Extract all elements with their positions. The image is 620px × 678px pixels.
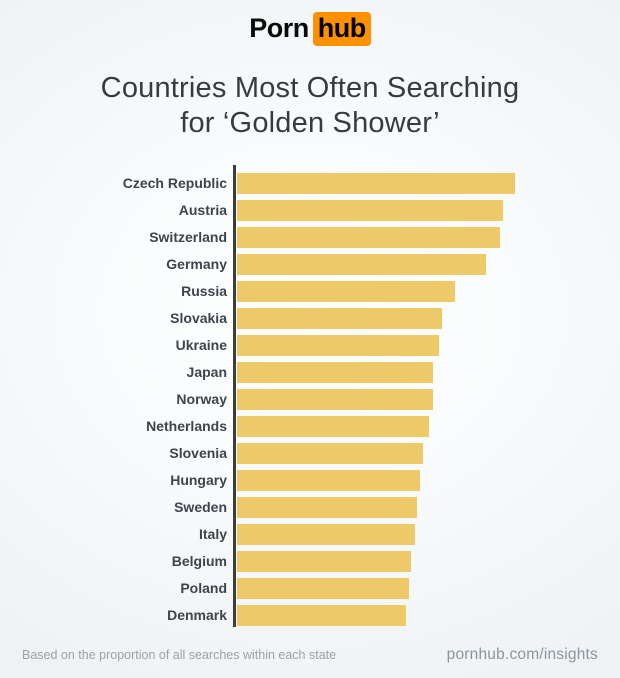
chart-row: Slovakia [0,305,620,332]
bar-track [237,389,620,410]
bar [237,551,412,572]
chart-row: Germany [0,251,620,278]
bar [237,524,415,545]
bar-track [237,335,620,356]
bar [237,254,487,275]
bar [237,362,433,383]
bar-label: Netherlands [146,418,227,434]
chart-title-line2: for ‘Golden Shower’ [180,107,440,139]
bar-label: Switzerland [149,229,227,245]
bar-label: Austria [178,202,227,218]
bar [237,443,423,464]
chart-row: Denmark [0,602,620,629]
bar-label: Belgium [171,553,227,569]
bar-label: Sweden [174,499,227,515]
y-axis-line [233,165,236,627]
bar-track [237,254,620,275]
chart-row: Austria [0,197,620,224]
bar [237,605,407,626]
chart-row: Czech Republic [0,170,620,197]
bar-label: Germany [166,256,227,272]
bar-track [237,227,620,248]
bar [237,470,420,491]
bar [237,497,417,518]
bar-track [237,416,620,437]
chart-row: Sweden [0,494,620,521]
bar-label: Poland [180,580,227,596]
bar [237,335,440,356]
bar-label: Norway [176,391,227,407]
bar [237,416,430,437]
bar-label: Czech Republic [122,175,227,191]
footer: Based on the proportion of all searches … [22,646,598,664]
bar [237,389,433,410]
bar [237,578,410,599]
bar-label: Italy [198,526,227,542]
bar-track [237,605,620,626]
chart-row: Norway [0,386,620,413]
bar-label: Russia [181,283,227,299]
footnote: Based on the proportion of all searches … [22,648,337,662]
bar-track [237,443,620,464]
logo-text-porn: Porn [249,13,309,43]
pornhub-logo: Porn hub [0,12,620,46]
chart-row: Slovenia [0,440,620,467]
bar-track [237,200,620,221]
chart-title: Countries Most Often Searching for ‘Golde… [0,71,620,141]
bar-chart: Czech Republic Austria Switzerland Germany R… [0,165,620,629]
bar-track [237,578,620,599]
bar-track [237,524,620,545]
chart-row: Belgium [0,548,620,575]
chart-row: Poland [0,575,620,602]
bar-track [237,281,620,302]
bar-label: Slovakia [170,310,227,326]
bar [237,173,515,194]
bar-track [237,308,620,329]
bar [237,308,442,329]
bar-label: Ukraine [175,337,227,353]
bar-label: Denmark [167,607,227,623]
chart-title-line1: Countries Most Often Searching [100,72,520,104]
bar [237,281,455,302]
chart-row: Ukraine [0,332,620,359]
bar [237,227,500,248]
chart-row: Italy [0,521,620,548]
bar-track [237,470,620,491]
chart-row: Japan [0,359,620,386]
chart-row: Russia [0,278,620,305]
chart-row: Netherlands [0,413,620,440]
bar-rows: Czech Republic Austria Switzerland Germany R… [0,170,620,629]
chart-row: Switzerland [0,224,620,251]
chart-row: Hungary [0,467,620,494]
bar-track [237,362,620,383]
bar-track [237,173,620,194]
bar [237,200,504,221]
bar-track [237,497,620,518]
site-watermark: pornhub.com/insights [446,646,598,663]
bar-track [237,551,620,572]
bar-label: Japan [186,364,227,380]
bar-label: Slovenia [169,445,227,461]
bar-label: Hungary [170,472,227,488]
logo-text-hub: hub [312,12,371,46]
